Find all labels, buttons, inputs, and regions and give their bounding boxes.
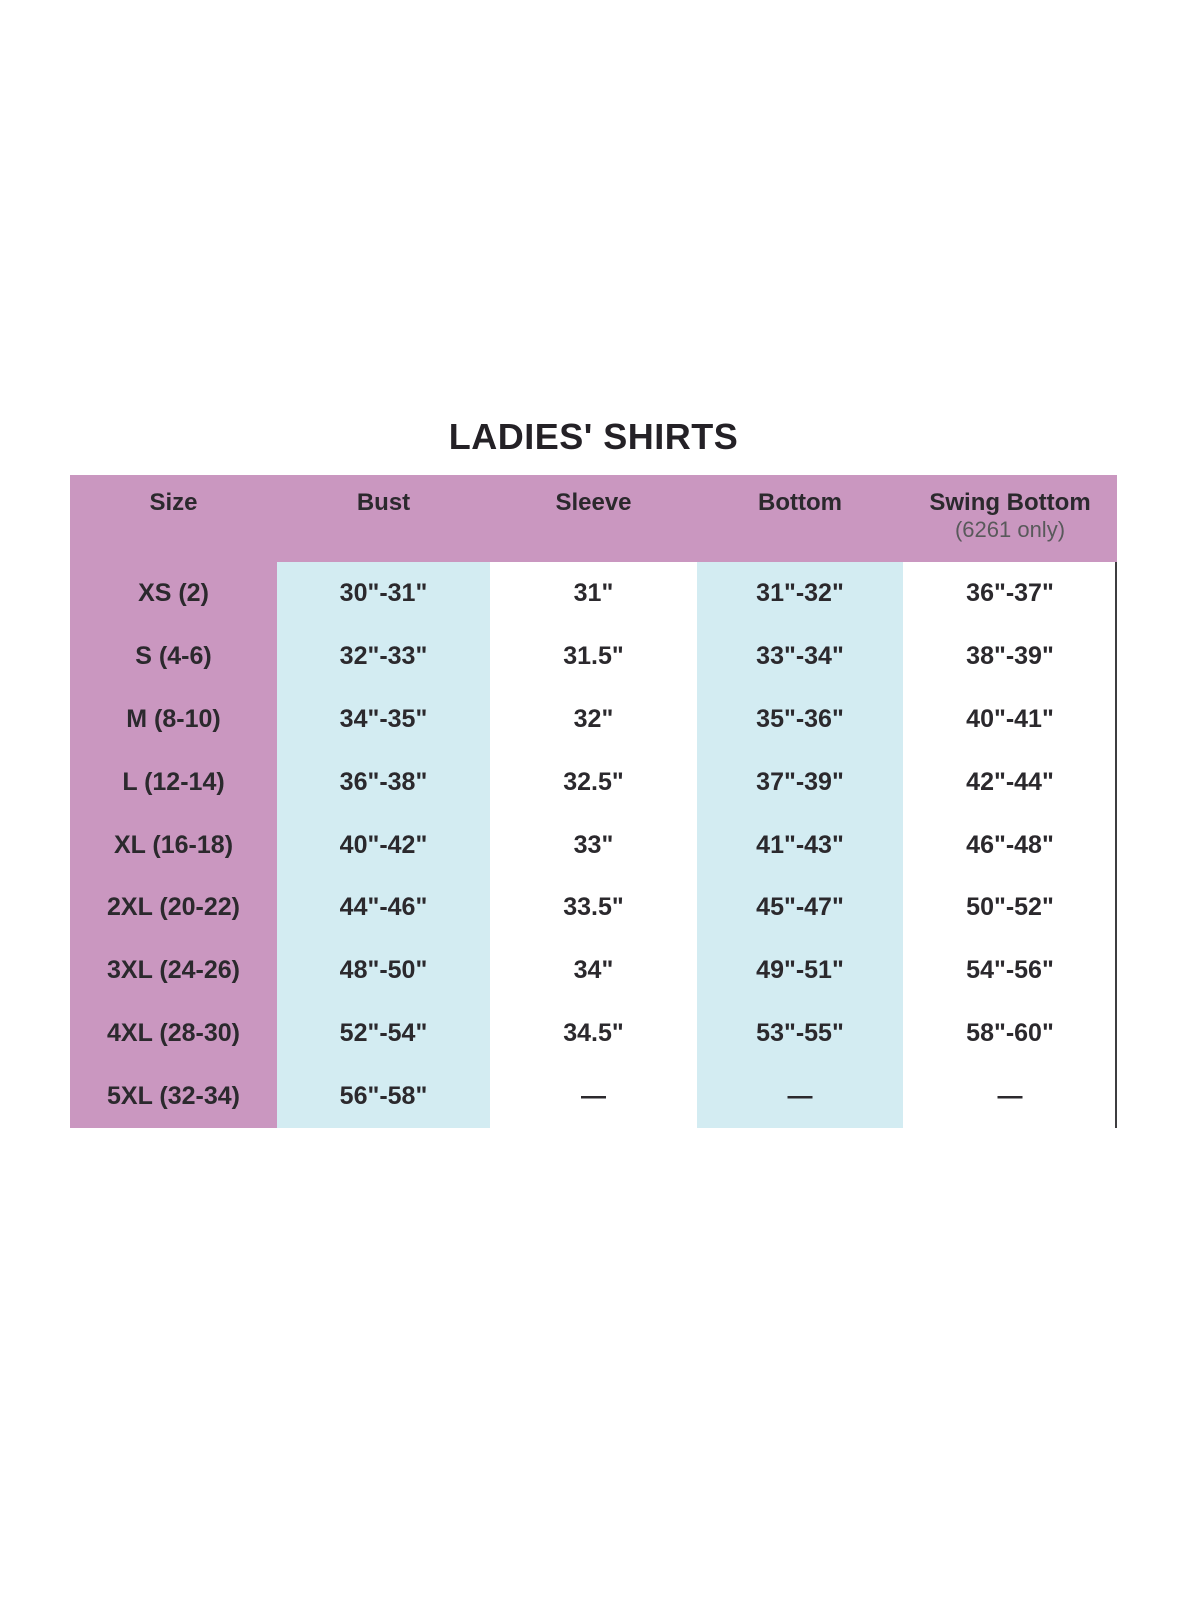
cell-bust: 48"-50" — [277, 939, 490, 1003]
cell-size: L (12-14) — [70, 750, 277, 814]
cell-swing-bottom: 40"-41" — [966, 704, 1054, 733]
cell-size: 4XL (28-30) — [70, 1002, 277, 1066]
cell-sleeve: 31" — [573, 578, 614, 607]
cell-sleeve: — — [581, 1082, 606, 1111]
column-header-sublabel: (6261 only) — [954, 517, 1066, 542]
column-header-label: Bust — [356, 489, 411, 516]
cell-sleeve: 32.5" — [563, 767, 624, 796]
cell-size: XL (16-18) — [70, 813, 277, 877]
cell-size: 2XL (20-22) — [70, 876, 277, 940]
cell-sleeve: 34.5" — [563, 1019, 624, 1048]
column-header-sleeve: Sleeve — [490, 475, 697, 562]
table-body: XS (2) 30"-31" 31" 31"-32" 36"-37" S (4-… — [70, 562, 1117, 1129]
cell-bust: 32"-33" — [277, 624, 490, 688]
cell-bust: 36"-38" — [277, 750, 490, 814]
table-header-row: Size Bust Sleeve Bottom Swing Bottom (62… — [70, 475, 1117, 562]
column-header-label: Swing Bottom — [929, 489, 1091, 516]
column-header-label: Bottom — [758, 489, 842, 516]
column-header-bottom: Bottom — [697, 475, 903, 562]
cell-size: XS (2) — [70, 562, 277, 625]
cell-bottom: 31"-32" — [697, 562, 903, 625]
table-right-border — [1115, 562, 1117, 1128]
cell-size: S (4-6) — [70, 624, 277, 688]
cell-bust: 40"-42" — [277, 813, 490, 877]
column-header-label: Sleeve — [555, 489, 632, 516]
cell-size: M (8-10) — [70, 687, 277, 751]
cell-swing-bottom: 42"-44" — [966, 767, 1054, 796]
cell-sleeve: 33.5" — [563, 893, 624, 922]
column-header-bust: Bust — [277, 475, 490, 562]
cell-swing-bottom: 46"-48" — [966, 830, 1054, 859]
column-header-size: Size — [70, 475, 277, 562]
column-header-swing-bottom: Swing Bottom (6261 only) — [903, 475, 1117, 562]
cell-bust: 34"-35" — [277, 687, 490, 751]
cell-sleeve: 33" — [573, 830, 614, 859]
cell-sleeve: 31.5" — [563, 641, 624, 670]
cell-bottom: — — [697, 1065, 903, 1129]
cell-bust: 52"-54" — [277, 1002, 490, 1066]
cell-bottom: 37"-39" — [697, 750, 903, 814]
size-table: Size Bust Sleeve Bottom Swing Bottom (62… — [70, 475, 1117, 1129]
column-header-label: Size — [149, 489, 198, 516]
cell-sleeve: 32" — [573, 704, 614, 733]
cell-size: 3XL (24-26) — [70, 939, 277, 1003]
cell-bottom: 53"-55" — [697, 1002, 903, 1066]
cell-bust: 30"-31" — [277, 562, 490, 625]
cell-bottom: 35"-36" — [697, 687, 903, 751]
cell-size: 5XL (32-34) — [70, 1065, 277, 1129]
cell-bottom: 33"-34" — [697, 624, 903, 688]
cell-swing-bottom: 50"-52" — [966, 893, 1054, 922]
cell-sleeve: 34" — [573, 956, 614, 985]
cell-swing-bottom: 38"-39" — [966, 641, 1054, 670]
cell-swing-bottom: 58"-60" — [966, 1019, 1054, 1048]
page-title: LADIES' SHIRTS — [448, 416, 739, 457]
cell-swing-bottom: 54"-56" — [966, 956, 1054, 985]
cell-bottom: 49"-51" — [697, 939, 903, 1003]
cell-bust: 44"-46" — [277, 876, 490, 940]
cell-bottom: 41"-43" — [697, 813, 903, 877]
cell-swing-bottom: 36"-37" — [966, 578, 1054, 607]
cell-bust: 56"-58" — [277, 1065, 490, 1129]
cell-swing-bottom: — — [997, 1082, 1023, 1111]
cell-bottom: 45"-47" — [697, 876, 903, 940]
